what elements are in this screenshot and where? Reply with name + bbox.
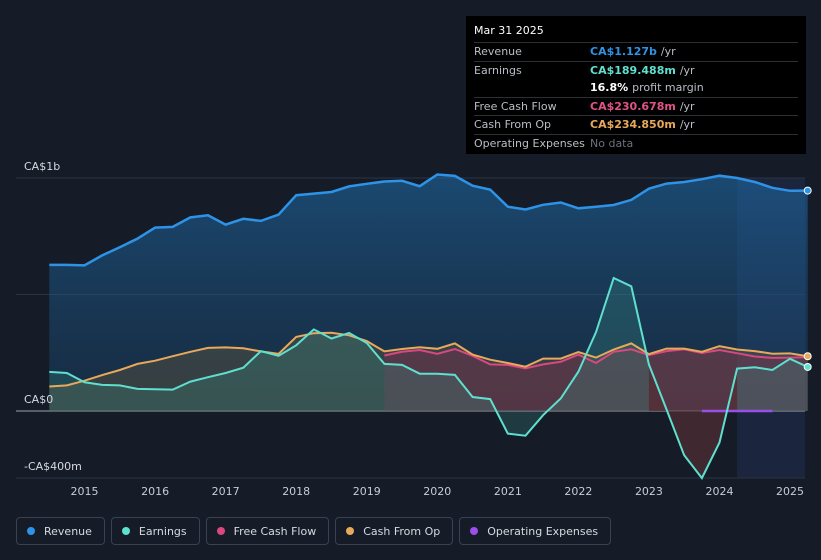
tooltip-row-label: Revenue [474,45,522,59]
legend-label: Free Cash Flow [233,524,317,538]
legend-dot-icon [216,527,225,535]
area-layer [49,174,808,479]
tooltip-row-label: Operating Expenses [474,136,585,150]
legend-item-earnings[interactable]: Earnings [110,517,200,545]
y-tick-label: -CA$400m [24,460,82,473]
tooltip-row-label: Earnings [474,63,522,77]
tooltip-row-unit: /yr [660,45,676,59]
tooltip-row-unit: /yr [679,99,695,113]
legend-item-operating-expenses[interactable]: Operating Expenses [459,517,612,545]
earnings-area [49,278,808,479]
legend-label: Earnings [138,524,187,538]
legend-dot-icon [27,527,35,535]
x-tick-label: 2015 [71,485,99,498]
tooltip-row-label: Cash From Op [474,118,552,132]
series-end-marker [803,186,812,195]
y-tick-layer: CA$1b CA$0 -CA$400m [24,160,82,473]
tooltip-row-value: CA$1.127b [590,45,657,59]
legend-item-revenue[interactable]: Revenue [16,517,105,545]
legend-dot-icon [121,527,130,535]
x-tick-label: 2017 [212,485,240,498]
tooltip-row: Free Cash Flow CA$230.678m/yr [474,96,798,116]
revenue-line [49,173,808,267]
tooltip-row-value: 16.8% [590,81,629,95]
legend-dot-icon [346,527,355,535]
legend-item-cash-from-op[interactable]: Cash From Op [335,517,454,545]
legend-dot-icon [470,527,479,535]
tooltip-row-value: CA$234.850m [590,118,676,132]
tooltip-row-unit: /yr [679,63,695,77]
tooltip-panel: Mar 31 2025 Revenue CA$1.127b/yr Earnings C… [466,16,806,154]
x-tick-label: 2024 [706,485,734,498]
tooltip-row-unit: profit margin [632,81,704,95]
tooltip-row-value: CA$189.488m [590,63,676,77]
cash-from-op-line [49,331,808,388]
legend-label: Revenue [44,524,92,538]
tooltip-row: 16.8% profit margin [474,79,798,97]
x-tick-label: 2022 [564,485,592,498]
x-tick-layer: 2015 2016 2017 2018 2019 2020 2021 2022 2023 2024… [71,485,804,498]
tooltip-row: Cash From Op CA$234.850m/yr [474,115,798,134]
tooltip-row-label: Free Cash Flow [474,99,557,113]
tooltip-row-value: No data [590,136,634,150]
line-layer [49,173,812,480]
legend-label: Operating Expenses [487,524,599,538]
earnings-line [49,276,809,480]
x-tick-label: 2018 [282,485,310,498]
legend-item-free-cash-flow[interactable]: Free Cash Flow [205,517,330,545]
y-tick-label: CA$0 [24,393,53,406]
x-tick-label: 2020 [423,485,451,498]
free-cash-flow-line [384,347,808,370]
tooltip-row: Revenue CA$1.127b/yr [474,42,798,61]
tooltip-date: Mar 31 2025 [474,24,544,37]
x-tick-label: 2021 [494,485,522,498]
legend: Revenue Earnings Free Cash Flow Cash From O… [16,517,612,545]
cash-from-op-area [49,332,808,411]
y-tick-label: CA$1b [24,160,60,173]
legend-label: Cash From Op [363,524,441,538]
series-end-marker [803,352,812,361]
tooltip-row-unit: /yr [679,118,695,132]
tooltip-row-value: CA$230.678m [590,99,676,113]
x-tick-label: 2019 [353,485,381,498]
x-tick-label: 2016 [141,485,169,498]
tooltip-row: Earnings CA$189.488m/yr [474,60,798,80]
tooltip-row: Operating Expenses No data [474,133,798,153]
x-tick-label: 2023 [635,485,663,498]
series-end-marker [803,362,812,371]
x-tick-label: 2025 [776,485,804,498]
